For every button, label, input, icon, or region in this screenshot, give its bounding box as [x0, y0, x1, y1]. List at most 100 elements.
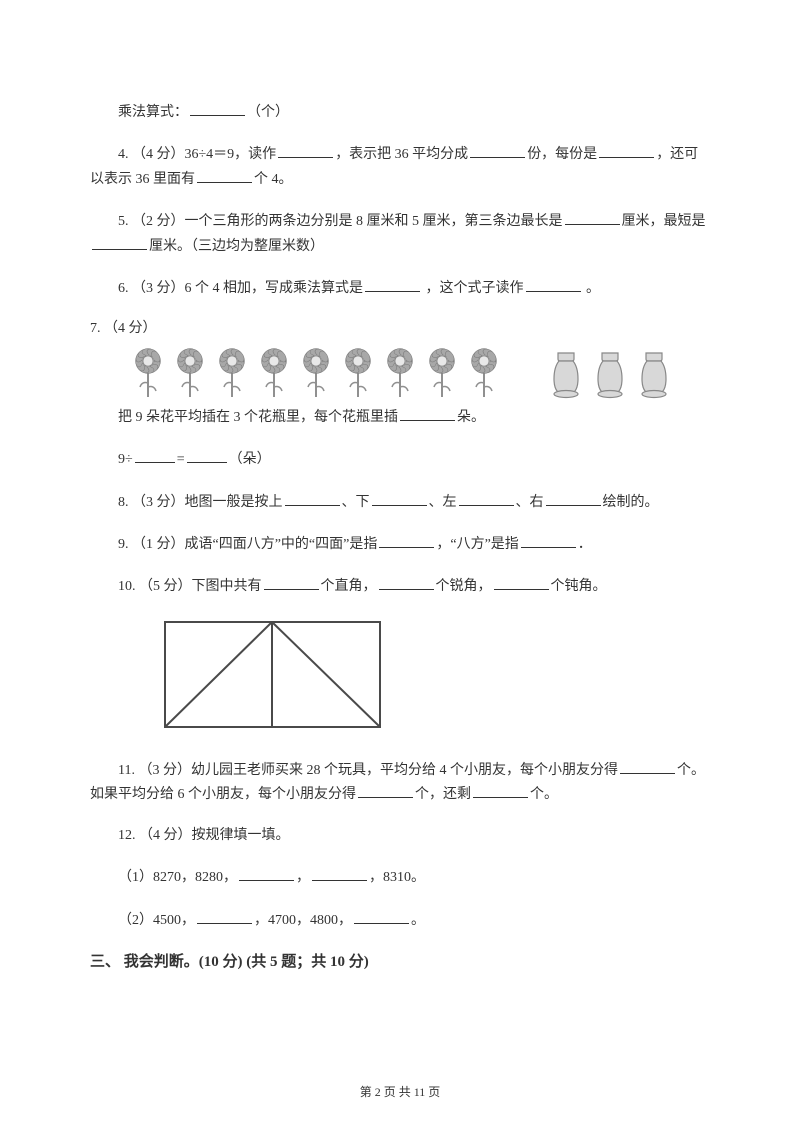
text: 8. （3 分）地图一般是按上	[118, 495, 283, 510]
blank[interactable]	[354, 908, 409, 924]
blank[interactable]	[312, 865, 367, 881]
blank[interactable]	[135, 447, 175, 463]
question-10-figure	[160, 617, 710, 740]
flower-icon	[466, 347, 502, 399]
blank[interactable]	[285, 490, 340, 506]
text: 把 9 朵花平均插在 3 个花瓶里，每个花瓶里插	[118, 410, 398, 425]
question-10: 10. （5 分）下图中共有个直角，个锐角，个钝角。	[90, 574, 710, 598]
question-7-line2: 9÷ = （朵）	[90, 447, 710, 471]
text: 个。	[530, 787, 558, 802]
flower-icon	[256, 347, 292, 399]
text: 厘米。（三边均为整厘米数）	[149, 239, 324, 254]
flower-icon	[382, 347, 418, 399]
text: 个，还剩	[415, 787, 471, 802]
blank[interactable]	[187, 447, 227, 463]
vase-group	[548, 347, 672, 399]
text: ．	[578, 537, 592, 552]
flower-icon	[172, 347, 208, 399]
vase-icon	[548, 347, 584, 399]
vase-icon	[636, 347, 672, 399]
question-12: 12. （4 分）按规律填一填。	[90, 825, 710, 847]
text: =	[177, 452, 185, 467]
text: 9÷	[118, 452, 133, 467]
flower-icon	[340, 347, 376, 399]
text: 、左	[429, 495, 457, 510]
blank[interactable]	[190, 100, 245, 116]
text: 个锐角，	[436, 579, 492, 594]
text: 4. （4 分）36÷4＝9，读作	[118, 147, 276, 162]
blank[interactable]	[473, 782, 528, 798]
text: ，	[296, 870, 310, 885]
question-7-images	[130, 347, 710, 399]
text: ，这个式子读作	[422, 281, 524, 296]
question-11: 11. （3 分）幼儿园王老师买来 28 个玩具，平均分给 4 个小朋友，每个小…	[90, 758, 710, 807]
blank[interactable]	[92, 234, 147, 250]
blank[interactable]	[470, 142, 525, 158]
blank[interactable]	[197, 167, 252, 183]
blank[interactable]	[521, 532, 576, 548]
page-total: 11	[414, 1085, 426, 1099]
text: 三、 我会判断。(10 分) (共 5 题；共 10 分)	[90, 954, 369, 970]
blank[interactable]	[459, 490, 514, 506]
text: 个钝角。	[551, 579, 607, 594]
blank[interactable]	[400, 405, 455, 421]
question-9: 9. （1 分）成语“四面八方”中的“四面”是指 ，“八方”是指 ．	[90, 532, 710, 556]
text: 5. （2 分）一个三角形的两条边分别是 8 厘米和 5 厘米，第三条边最长是	[118, 214, 563, 229]
blank[interactable]	[494, 574, 549, 590]
text: 、右	[516, 495, 544, 510]
blank[interactable]	[379, 532, 434, 548]
blank[interactable]	[197, 908, 252, 924]
flower-icon	[214, 347, 250, 399]
angle-diagram	[160, 617, 385, 732]
text: 。	[411, 913, 425, 928]
text: ，4700，4800，	[254, 913, 352, 928]
flower-icon	[298, 347, 334, 399]
blank[interactable]	[599, 142, 654, 158]
text: 、下	[342, 495, 370, 510]
blank[interactable]	[546, 490, 601, 506]
blank[interactable]	[264, 574, 319, 590]
text: 12. （4 分）按规律填一填。	[118, 828, 290, 843]
blank[interactable]	[565, 209, 620, 225]
question-4: 4. （4 分）36÷4＝9，读作，表示把 36 平均分成份，每份是，还可以表示…	[90, 142, 710, 191]
flower-icon	[424, 347, 460, 399]
text: 6. （3 分）6 个 4 相加，写成乘法算式是	[118, 281, 363, 296]
question-7-line1: 把 9 朵花平均插在 3 个花瓶里，每个花瓶里插 朵。	[90, 405, 710, 429]
text: （朵）	[229, 452, 271, 467]
text: 。	[583, 281, 601, 296]
blank[interactable]	[365, 276, 420, 292]
label: 乘法算式：	[118, 105, 188, 120]
blank[interactable]	[239, 865, 294, 881]
text: ，8310。	[369, 870, 425, 885]
unit: （个）	[247, 105, 289, 120]
text: 个直角，	[321, 579, 377, 594]
text: 厘米，最短是	[622, 214, 706, 229]
question-5: 5. （2 分）一个三角形的两条边分别是 8 厘米和 5 厘米，第三条边最长是厘…	[90, 209, 710, 258]
text: 9. （1 分）成语“四面八方”中的“四面”是指	[118, 537, 377, 552]
question-7-row: 7. （4 分）	[90, 318, 710, 340]
section-3-heading: 三、 我会判断。(10 分) (共 5 题；共 10 分)	[90, 950, 710, 974]
text: 绘制的。	[603, 495, 659, 510]
text: （2）4500，	[118, 913, 195, 928]
text: 个 4。	[254, 172, 293, 187]
question-12-sub1: （1）8270，8280， ， ，8310。	[90, 865, 710, 889]
blank[interactable]	[358, 782, 413, 798]
blank[interactable]	[620, 758, 675, 774]
text: 朵。	[457, 410, 485, 425]
question-7-label: 7. （4 分）	[90, 318, 161, 340]
blank[interactable]	[372, 490, 427, 506]
blank[interactable]	[278, 142, 333, 158]
vase-icon	[592, 347, 628, 399]
text: 7. （4 分）	[90, 321, 157, 336]
text: ，“八方”是指	[436, 537, 518, 552]
question-8: 8. （3 分）地图一般是按上 、下 、左 、右 绘制的。	[90, 490, 710, 514]
text: 份，每份是	[527, 147, 597, 162]
question-multiplication: 乘法算式： （个）	[90, 100, 710, 124]
blank[interactable]	[379, 574, 434, 590]
question-6: 6. （3 分）6 个 4 相加，写成乘法算式是 ，这个式子读作 。	[90, 276, 710, 300]
text: 页 共	[381, 1085, 414, 1099]
blank[interactable]	[526, 276, 581, 292]
page-footer: 第 2 页 共 11 页	[0, 1083, 800, 1102]
text: （1）8270，8280，	[118, 870, 237, 885]
flower-icon	[130, 347, 166, 399]
